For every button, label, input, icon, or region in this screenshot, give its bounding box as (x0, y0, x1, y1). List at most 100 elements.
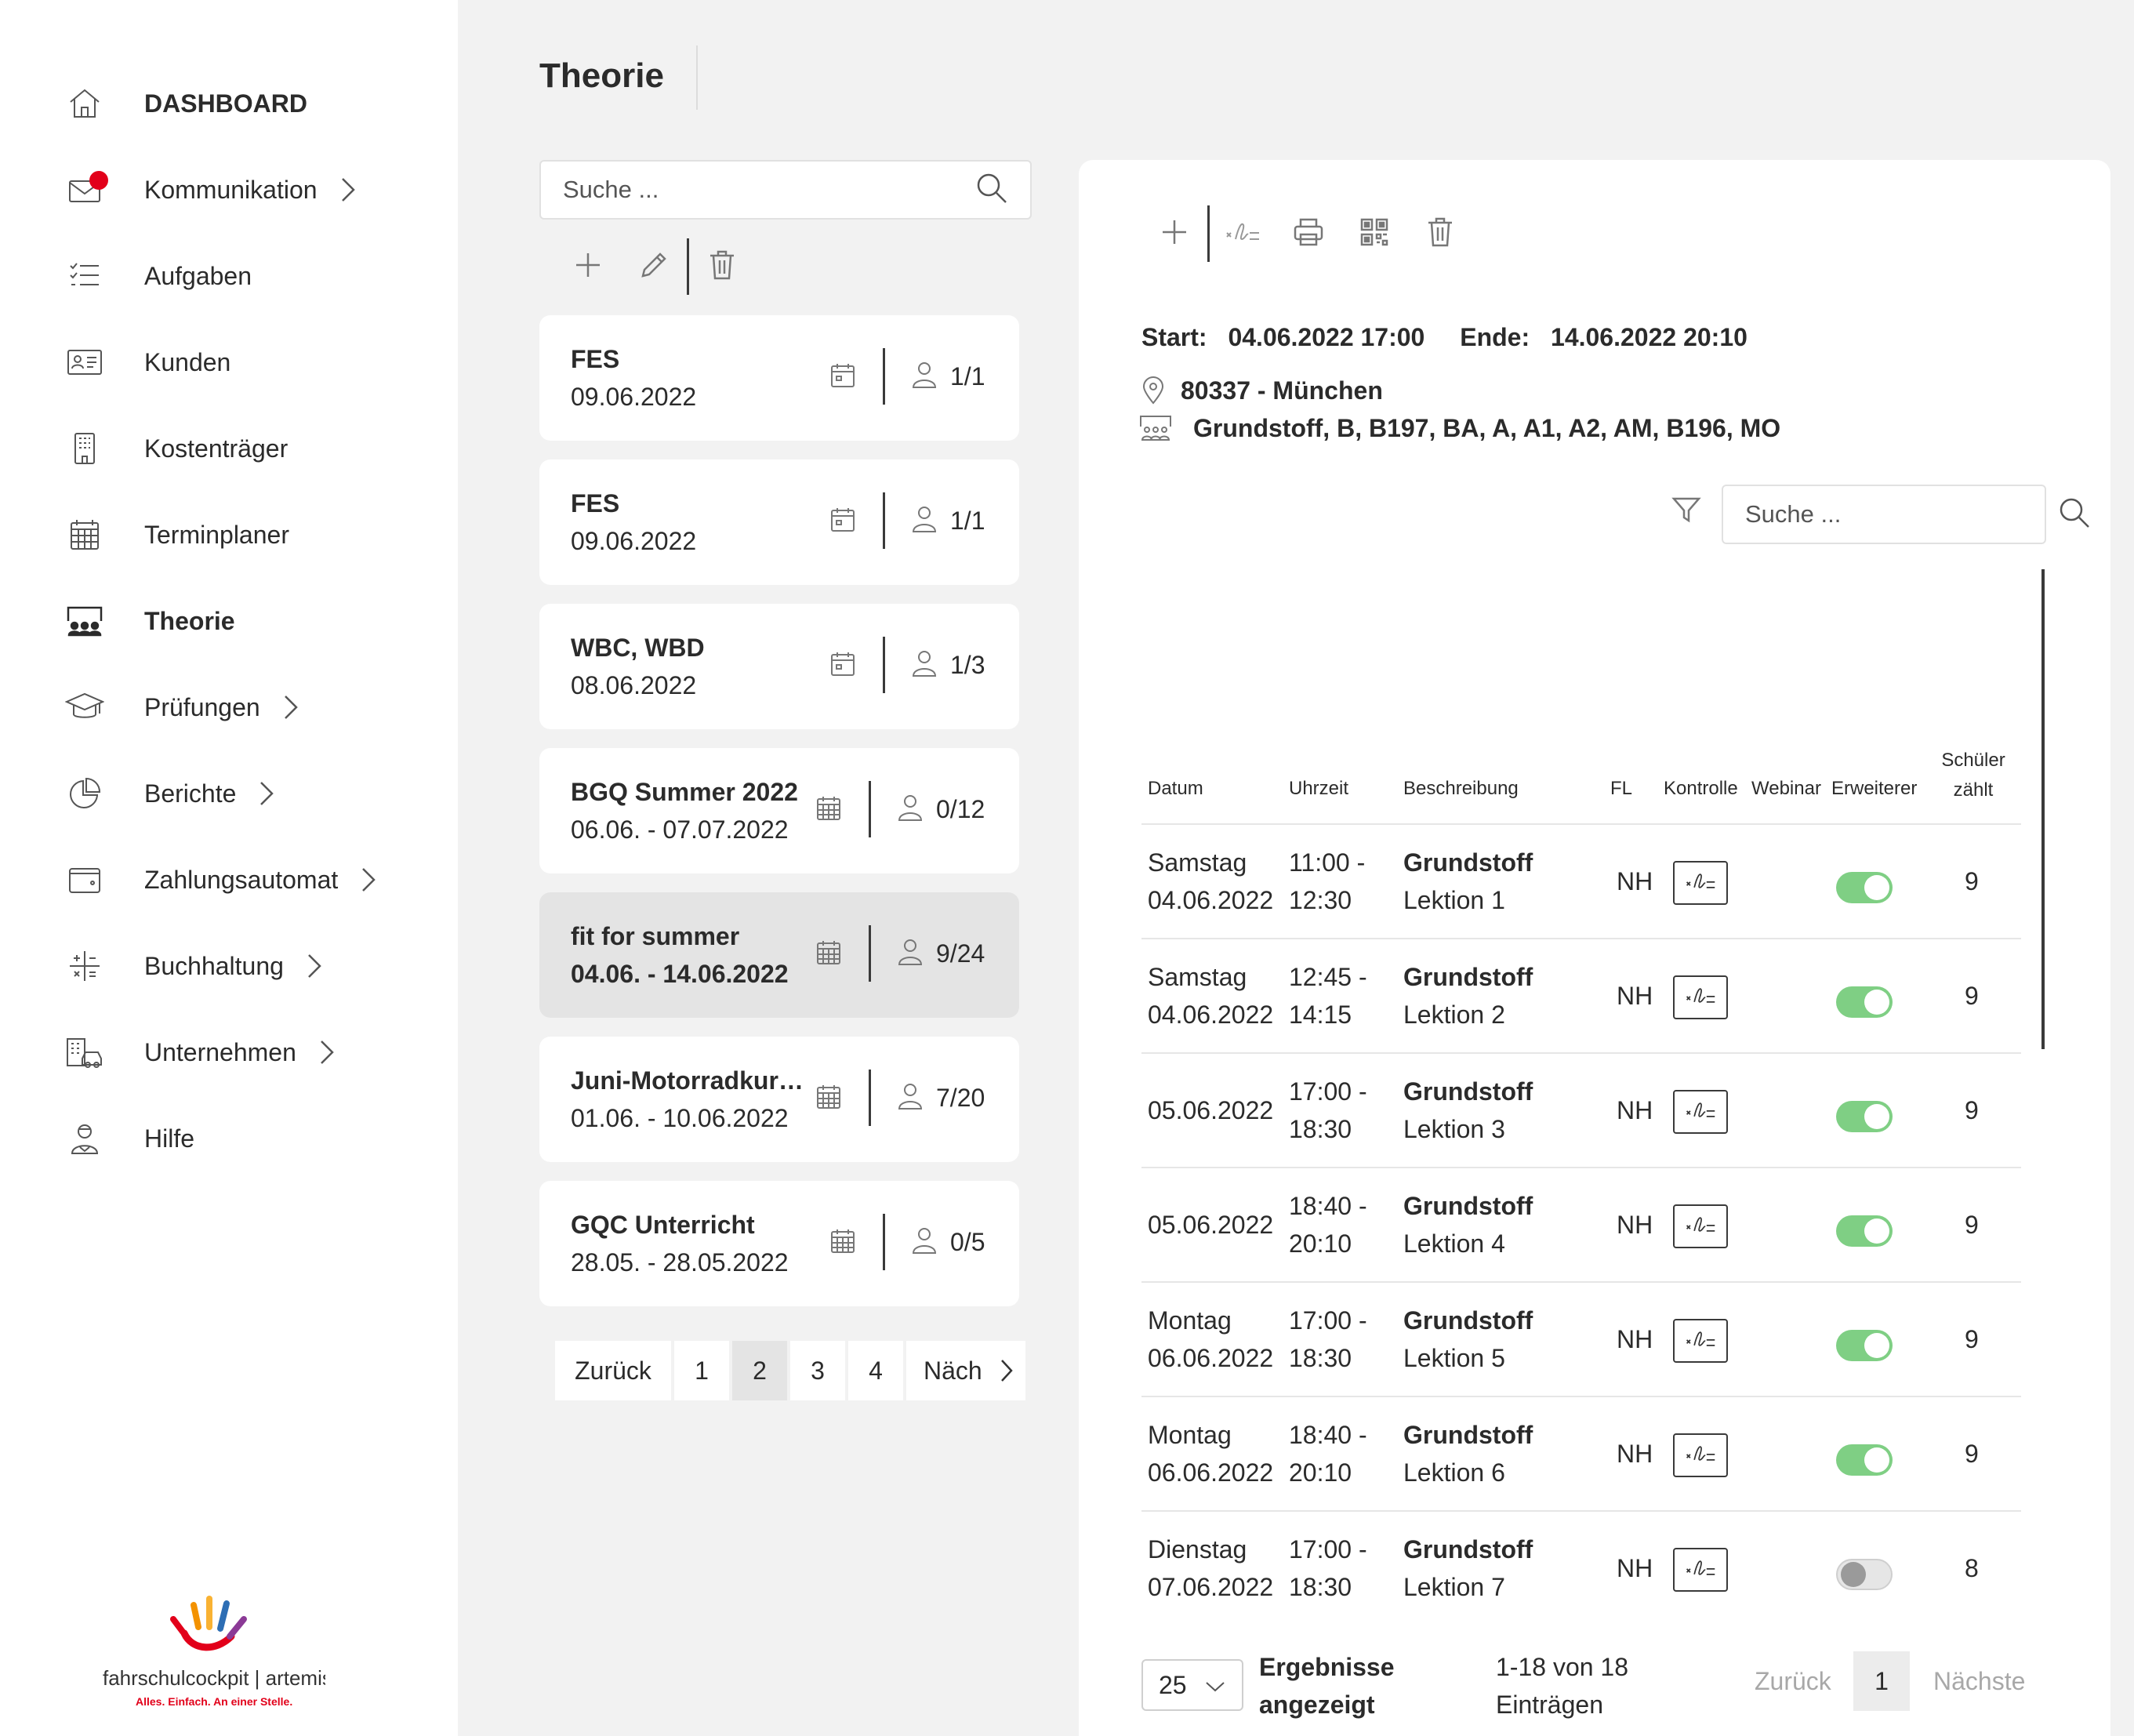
nav-kommunikation[interactable]: Kommunikation (63, 158, 423, 221)
course-card[interactable]: Juni-Motorradkurs... 01.06. - 10.06.2022… (539, 1037, 1019, 1162)
row-fl: NH (1617, 982, 1653, 1010)
erweiterer-toggle[interactable] (1836, 1330, 1893, 1361)
lesson-search-input[interactable] (1745, 500, 2058, 528)
row-date: 06.06.2022 (1148, 1458, 1274, 1487)
row-date: 05.06.2022 (1148, 1096, 1274, 1124)
pager-page-button[interactable]: 3 (790, 1341, 845, 1400)
lesson-search[interactable] (1722, 485, 2089, 544)
nav-theorie[interactable]: Theorie (63, 590, 423, 652)
erweiterer-toggle[interactable] (1836, 1444, 1893, 1476)
row-sign-button[interactable] (1673, 1204, 1728, 1248)
pager-page-button-current[interactable]: 2 (732, 1341, 787, 1400)
row-sign-button[interactable] (1673, 1090, 1728, 1134)
table-page-current[interactable]: 1 (1853, 1651, 1910, 1711)
pager-next-button[interactable]: Näch (906, 1341, 1025, 1400)
table-next-button[interactable]: Nächste (1933, 1667, 2026, 1695)
row-sign-button[interactable] (1673, 1548, 1728, 1592)
participant-count: 1/3 (950, 651, 985, 679)
row-count: 8 (1965, 1554, 1979, 1582)
row-sign-button[interactable] (1673, 975, 1728, 1019)
table-row[interactable]: Montag 06.06.2022 18:40 - 20:10 Grundsto… (1141, 1396, 2021, 1510)
search-icon[interactable] (2058, 496, 2091, 533)
pager-prev-button[interactable]: Zurück (555, 1341, 671, 1400)
chevron-down-icon (1204, 1671, 1226, 1700)
col-header-fl[interactable]: FL (1610, 778, 1633, 799)
row-sign-button[interactable] (1673, 1319, 1728, 1363)
erweiterer-toggle[interactable] (1836, 872, 1893, 903)
col-header-kontrolle[interactable]: Kontrolle (1664, 778, 1738, 799)
table-scrollbar[interactable] (2041, 569, 2045, 1049)
pager-page-button[interactable]: 4 (848, 1341, 903, 1400)
nav-label: Terminplaner (144, 520, 289, 549)
participant-count: 9/24 (936, 939, 985, 968)
row-sign-button[interactable] (1673, 1433, 1728, 1477)
nav-dashboard[interactable]: DASHBOARD (63, 72, 423, 135)
table-prev-button[interactable]: Zurück (1755, 1667, 1831, 1695)
delete-lesson-button[interactable] (1407, 201, 1473, 267)
sign-button[interactable] (1210, 201, 1276, 267)
nav-pruefungen[interactable]: Prüfungen (63, 676, 423, 739)
row-time-start: 17:00 - (1289, 1535, 1367, 1563)
col-header-beschreibung[interactable]: Beschreibung (1403, 778, 1519, 799)
add-course-button[interactable] (555, 234, 621, 300)
id-card-icon (63, 340, 107, 384)
table-row[interactable]: Samstag 04.06.2022 11:00 - 12:30 Grundst… (1141, 823, 2021, 938)
nav-hilfe[interactable]: Hilfe (63, 1107, 423, 1170)
qr-code-button[interactable] (1341, 201, 1407, 267)
course-date: 28.05. - 28.05.2022 (571, 1248, 789, 1277)
course-card[interactable]: WBC, WBD 08.06.2022 1/3 (539, 604, 1019, 729)
pager-page-button[interactable]: 1 (674, 1341, 729, 1400)
erweiterer-toggle[interactable] (1836, 1215, 1893, 1247)
course-card[interactable]: BGQ Summer 2022 06.06. - 07.07.2022 0/12 (539, 748, 1019, 873)
row-title: Grundstoff (1403, 1535, 1533, 1563)
row-time-start: 18:40 - (1289, 1421, 1367, 1449)
col-header-erweiterer[interactable]: Erweiterer (1831, 778, 1918, 799)
row-count: 9 (1965, 1211, 1979, 1239)
nav-terminplaner[interactable]: Terminplaner (63, 503, 423, 566)
course-search[interactable] (539, 160, 1032, 220)
nav-unternehmen[interactable]: Unternehmen (63, 1021, 423, 1084)
col-header-webinar[interactable]: Webinar (1751, 778, 1821, 799)
table-row[interactable]: Montag 06.06.2022 17:00 - 18:30 Grundsto… (1141, 1281, 2021, 1396)
table-row[interactable]: 05.06.2022 17:00 - 18:30 Grundstoff Lekt… (1141, 1052, 2021, 1167)
col-header-datum[interactable]: Datum (1148, 778, 1203, 799)
nav-zahlungsautomat[interactable]: Zahlungsautomat (63, 848, 423, 911)
nav-berichte[interactable]: Berichte (63, 762, 423, 825)
course-card[interactable]: FES 09.06.2022 1/1 (539, 459, 1019, 585)
table-row[interactable]: 05.06.2022 18:40 - 20:10 Grundstoff Lekt… (1141, 1167, 2021, 1281)
card-separator (883, 637, 885, 693)
col-header-uhrzeit[interactable]: Uhrzeit (1289, 778, 1349, 799)
table-row[interactable]: Samstag 04.06.2022 12:45 - 14:15 Grundst… (1141, 938, 2021, 1052)
nav-buchhaltung[interactable]: Buchhaltung (63, 935, 423, 997)
add-lesson-button[interactable] (1141, 201, 1207, 267)
lessons-table: Datum Uhrzeit Beschreibung FL Kontrolle … (1141, 583, 2021, 1618)
signature-icon (1685, 1099, 1716, 1126)
filter-icon[interactable] (1671, 496, 1701, 528)
course-card[interactable]: FES 09.06.2022 1/1 (539, 315, 1019, 441)
card-separator (869, 925, 871, 982)
nav-kostentraeger[interactable]: Kostenträger (63, 417, 423, 480)
row-day: Montag (1148, 1306, 1232, 1335)
edit-course-button[interactable] (621, 234, 687, 300)
erweiterer-toggle[interactable] (1836, 1559, 1893, 1590)
print-button[interactable] (1276, 201, 1341, 267)
trash-icon (708, 249, 736, 285)
row-time-end: 12:30 (1289, 886, 1352, 914)
course-card[interactable]: GQC Unterricht 28.05. - 28.05.2022 0/5 (539, 1181, 1019, 1306)
chevron-right-icon (306, 954, 329, 978)
nav-kunden[interactable]: Kunden (63, 331, 423, 394)
row-date: 05.06.2022 (1148, 1211, 1274, 1239)
start-value: 04.06.2022 17:00 (1228, 323, 1425, 351)
page-size-select[interactable]: 25 (1141, 1659, 1243, 1711)
row-sign-button[interactable] (1673, 861, 1728, 905)
search-icon[interactable] (975, 172, 1008, 209)
nav-aufgaben[interactable]: Aufgaben (63, 245, 423, 307)
col-header-schueler[interactable]: Schüler zählt (1940, 750, 2007, 801)
table-row[interactable]: Dienstag 07.06.2022 17:00 - 18:30 Grunds… (1141, 1510, 2021, 1618)
course-card-selected[interactable]: fit for summer 04.06. - 14.06.2022 9/24 (539, 892, 1019, 1018)
erweiterer-toggle[interactable] (1836, 986, 1893, 1018)
course-search-input[interactable] (563, 176, 975, 204)
toolbar-separator (1207, 205, 1210, 262)
erweiterer-toggle[interactable] (1836, 1101, 1893, 1132)
delete-course-button[interactable] (689, 234, 755, 300)
